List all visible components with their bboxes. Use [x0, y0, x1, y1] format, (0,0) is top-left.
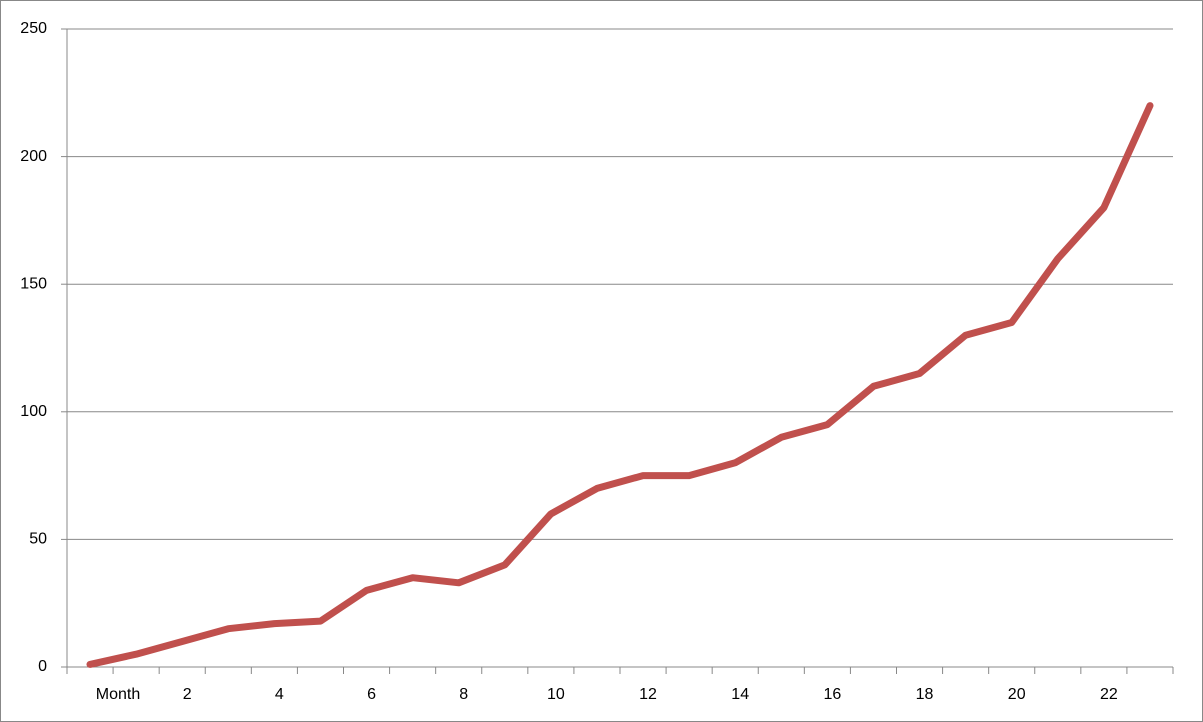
x-tick-label: 4 [275, 686, 284, 703]
x-tick-label: Month [96, 686, 140, 703]
y-tick-label: 100 [20, 403, 47, 420]
x-tick-label: 6 [367, 686, 376, 703]
x-tick-label: 16 [823, 686, 841, 703]
y-tick-label: 50 [29, 531, 47, 548]
x-tick-label: 22 [1100, 686, 1118, 703]
x-tick-label: 20 [1008, 686, 1026, 703]
x-tick-label: 8 [459, 686, 468, 703]
y-tick-label: 150 [20, 275, 47, 292]
data-line [86, 102, 1154, 668]
x-tick-label: 18 [916, 686, 934, 703]
y-tick-label: 250 [20, 20, 47, 37]
x-tick-label: 2 [183, 686, 192, 703]
y-tick-label: 0 [38, 658, 47, 675]
y-tick-label: 200 [20, 148, 47, 165]
x-tick-label: 12 [639, 686, 657, 703]
x-tick-label: 14 [731, 686, 749, 703]
x-tick-label: 10 [547, 686, 565, 703]
